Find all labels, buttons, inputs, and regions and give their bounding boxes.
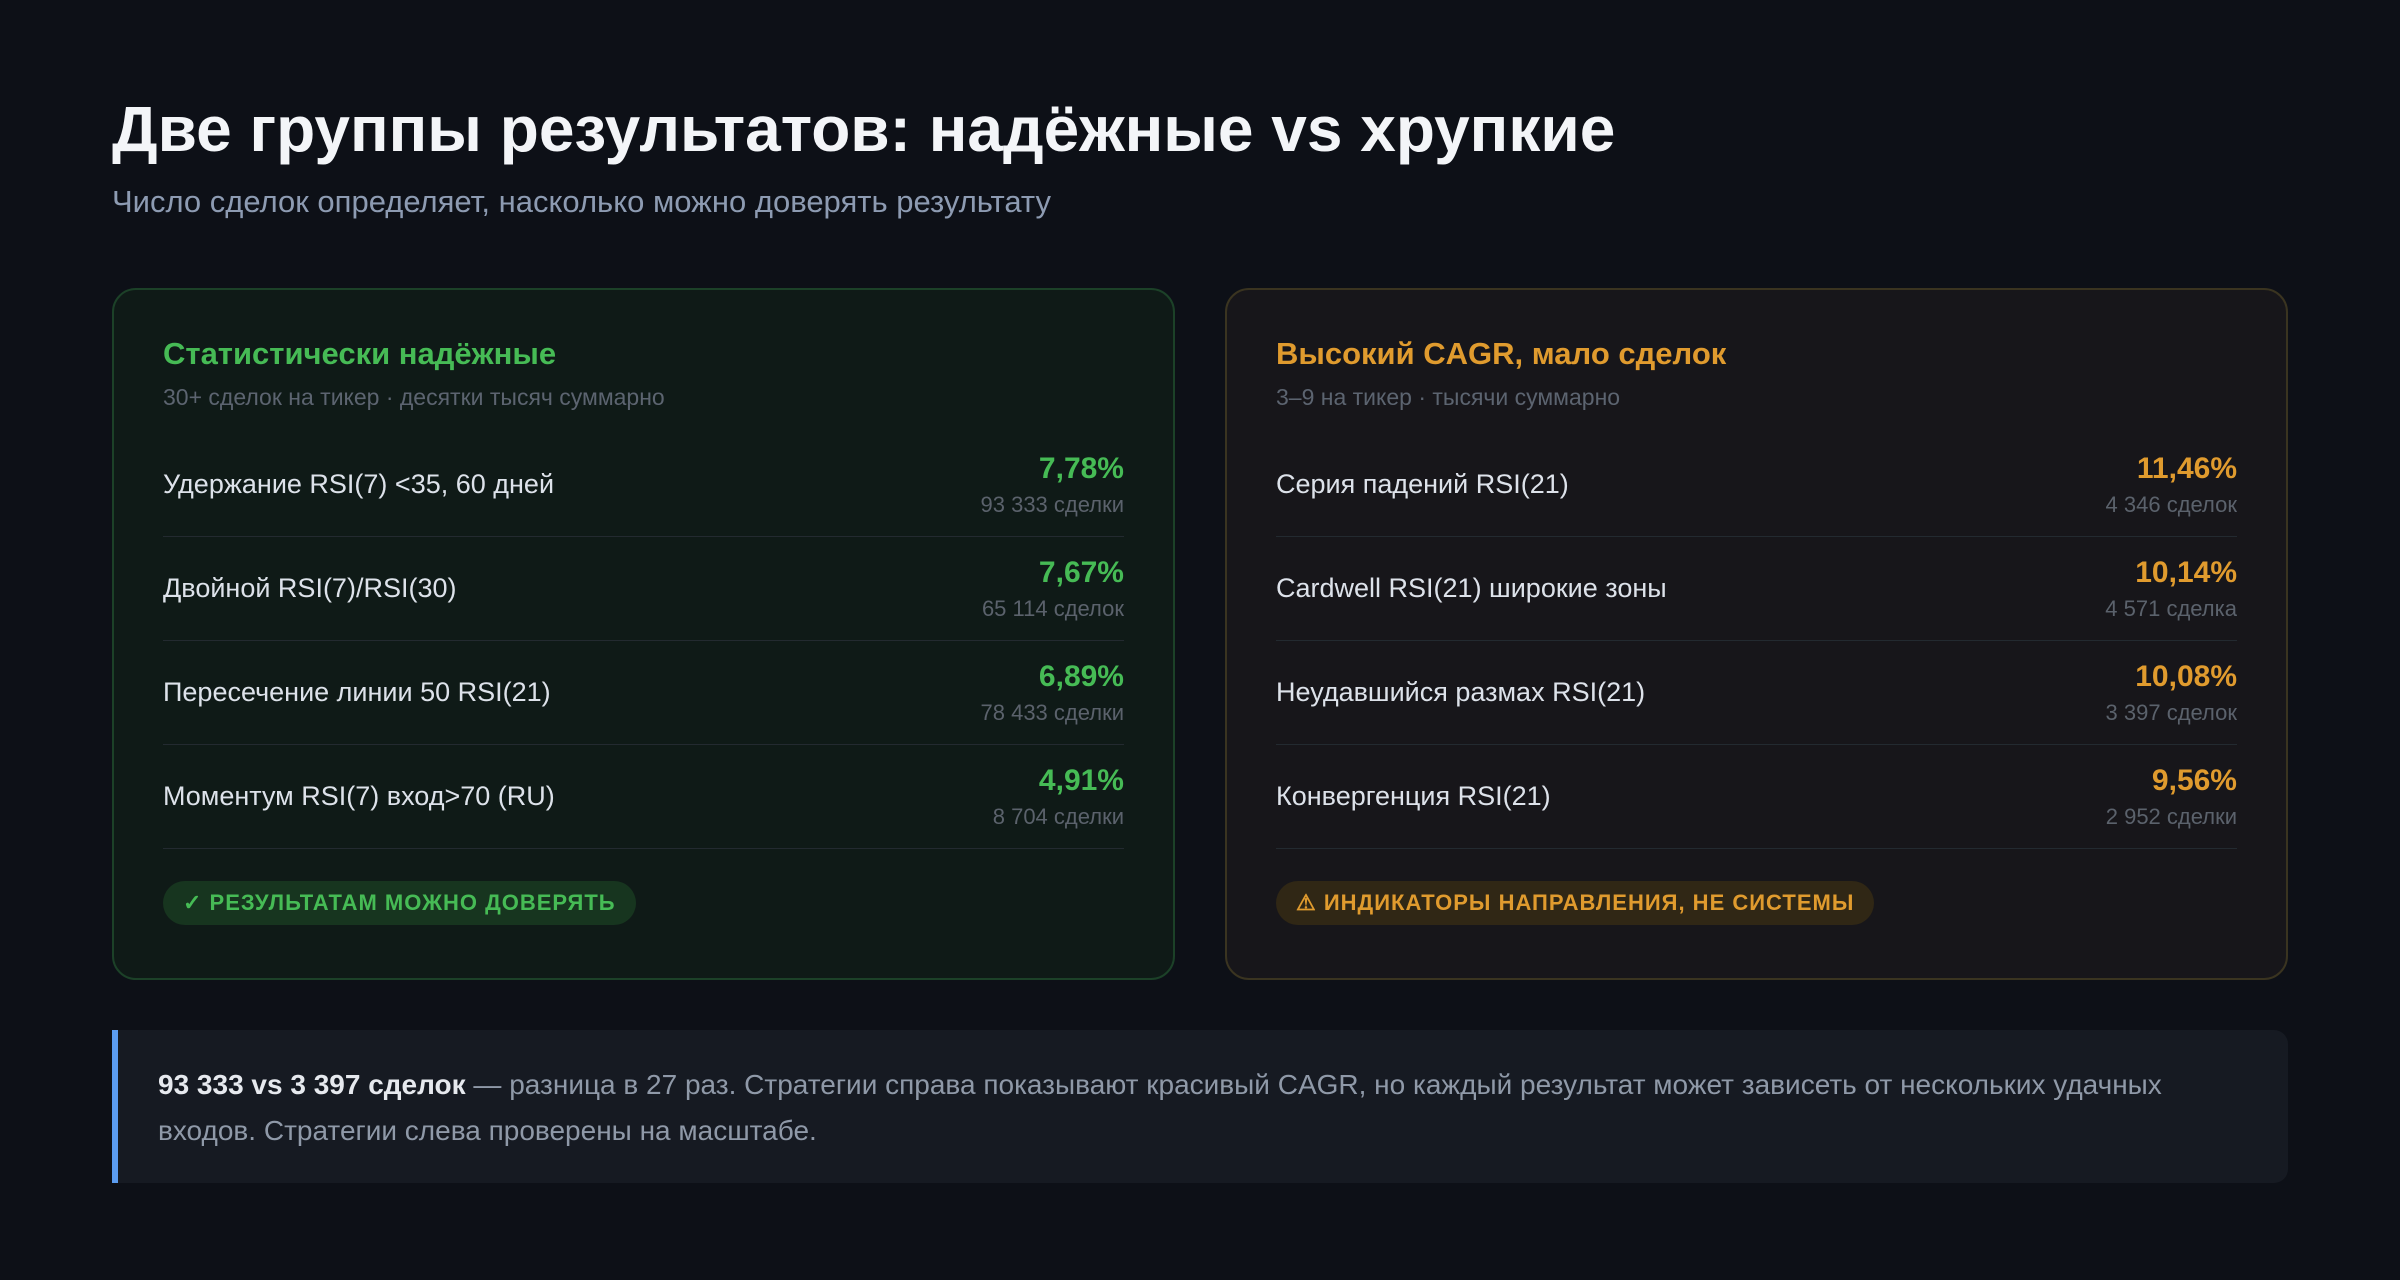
strategy-name: Неудавшийся размах RSI(21) [1276, 677, 1646, 707]
trade-count: 2 952 сделки [2105, 803, 2237, 829]
cagr-value: 10,14% [2135, 555, 2237, 589]
strategy-result: 9,56% 2 952 сделки [2106, 764, 2237, 830]
strategy-row: Двойной RSI(7)/RSI(30) 7,67% 65 114 сделок [163, 537, 1124, 641]
strategy-row: Cardwell RSI(21) широкие зоны 10,14% 4 571… [1276, 537, 2237, 641]
strategy-row: Пересечение линии 50 RSI(21) 6,89% 78 433 … [163, 641, 1124, 745]
trade-count: 8 704 сделки [992, 803, 1124, 829]
cagr-value: 4,91% [1038, 763, 1124, 797]
note: 93 333 vs 3 397 сделок — разница в 27 ра… [112, 1030, 2288, 1183]
trade-count: 3 397 сделок [2105, 699, 2237, 725]
strategy-result: 7,78% 93 333 сделки [981, 452, 1125, 518]
strategy-result: 4,91% 8 704 сделки [993, 764, 1124, 830]
strategy-result: 7,67% 65 114 сделок [982, 556, 1124, 622]
badge: ✓ РЕЗУЛЬТАТАМ МОЖНО ДОВЕРЯТЬ [163, 881, 636, 925]
strategy-name: Удержание RSI(7) <35, 60 дней [163, 469, 555, 499]
trade-count: 78 433 сделки [980, 699, 1125, 725]
trade-count: 65 114 сделок [981, 595, 1124, 621]
strategy-result: 10,14% 4 571 сделка [2105, 556, 2237, 622]
cagr-value: 11,46% [2136, 451, 2237, 485]
cagr-value: 10,08% [2135, 659, 2237, 693]
strategy-row: Серия падений RSI(21) 11,46% 4 346 сделок [1276, 433, 2237, 537]
panel: Статистически надёжные 30+ сделок на тике… [112, 288, 1175, 980]
panel-subtitle: 3–9 на тикер · тысячи суммарно [1276, 384, 1621, 410]
strategy-row: Конвергенция RSI(21) 9,56% 2 952 сделки [1276, 745, 2237, 849]
note-text: — разница в 27 раз. Стратегии справа пок… [158, 1069, 2162, 1146]
strategy-result: 11,46% 4 346 сделок [2106, 452, 2237, 518]
panel-title: Статистически надёжные [163, 336, 557, 371]
badge: ⚠ ИНДИКАТОРЫ НАПРАВЛЕНИЯ, НЕ СИСТЕМЫ [1276, 881, 1875, 925]
note-bold: 93 333 vs 3 397 сделок [158, 1069, 466, 1100]
trade-count: 4 346 сделок [2105, 491, 2237, 517]
trade-count: 93 333 сделки [980, 491, 1125, 517]
strategy-name: Конвергенция RSI(21) [1276, 781, 1551, 811]
strategy-result: 6,89% 78 433 сделки [981, 660, 1125, 726]
cagr-value: 7,67% [1038, 555, 1124, 589]
trade-count: 4 571 сделка [2105, 595, 2237, 621]
strategy-name: Моментум RSI(7) вход>70 (RU) [163, 781, 555, 811]
subtitle: Число сделок определяет, насколько можно… [112, 184, 1051, 219]
strategy-result: 10,08% 3 397 сделок [2106, 660, 2237, 726]
strategy-row: Неудавшийся размах RSI(21) 10,08% 3 397 сд… [1276, 641, 2237, 745]
strategy-name: Пересечение линии 50 RSI(21) [163, 677, 551, 707]
title: Две группы результатов: надёжные vs хруп… [112, 93, 1616, 165]
strategy-name: Cardwell RSI(21) широкие зоны [1276, 573, 1667, 603]
strategy-row: Моментум RSI(7) вход>70 (RU) 4,91% 8 704 с… [163, 745, 1124, 849]
strategy-name: Серия падений RSI(21) [1276, 469, 1569, 499]
cagr-value: 9,56% [2151, 763, 2237, 797]
panel: Высокий CAGR, мало сделок 3–9 на тикер · … [1225, 288, 2288, 980]
cagr-value: 6,89% [1038, 659, 1124, 693]
panel-subtitle: 30+ сделок на тикер · десятки тысяч сумм… [163, 384, 665, 410]
cagr-value: 7,78% [1038, 451, 1124, 485]
strategy-name: Двойной RSI(7)/RSI(30) [163, 573, 457, 603]
panel-title: Высокий CAGR, мало сделок [1276, 336, 1727, 371]
strategy-row: Удержание RSI(7) <35, 60 дней 7,78% 93 333… [163, 433, 1124, 537]
